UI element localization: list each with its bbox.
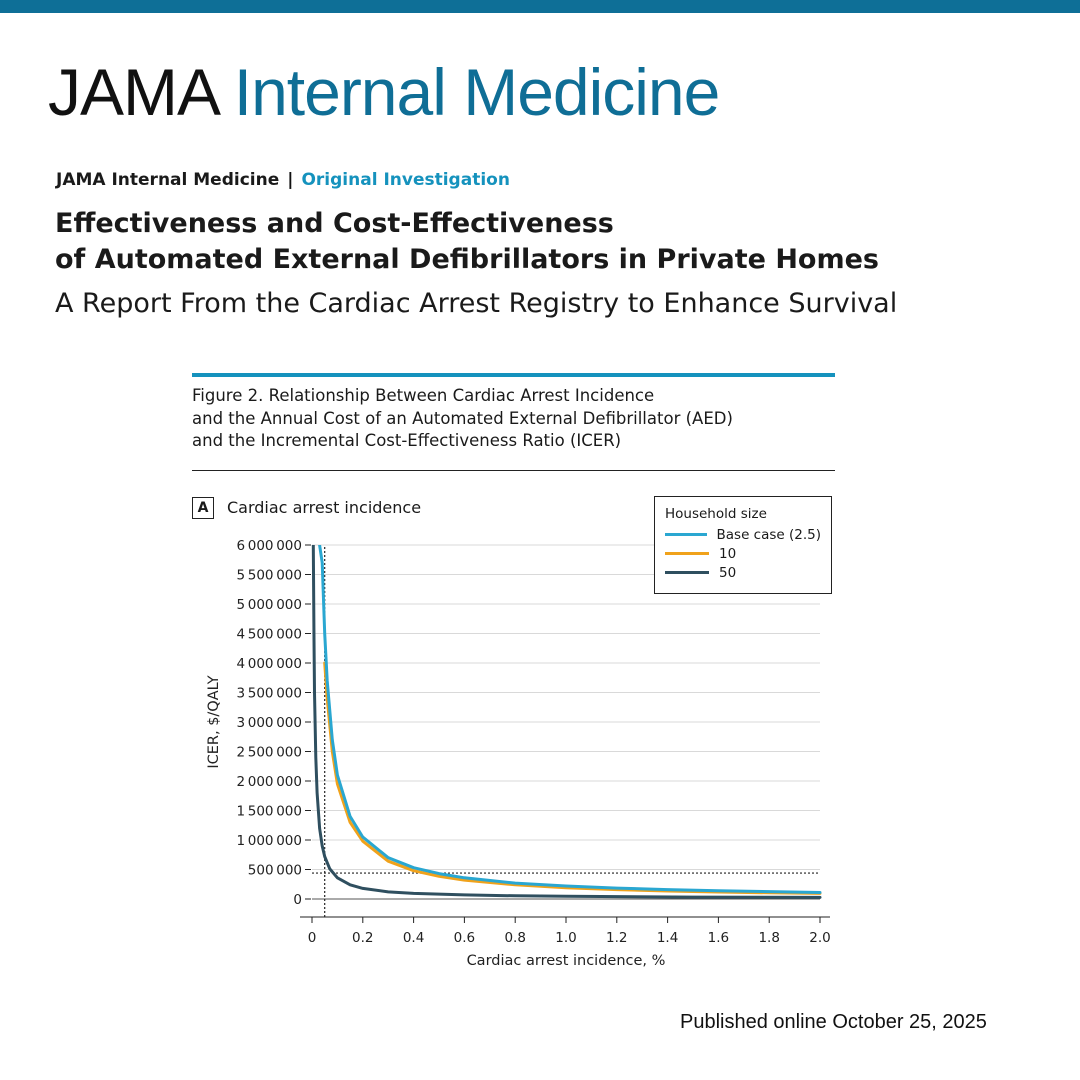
figure-caption-rule — [192, 470, 835, 471]
legend-label-base-case: Base case (2.5) — [716, 526, 822, 543]
x-tick-label-4: 0.8 — [504, 930, 525, 946]
x-tick-label-8: 1.6 — [708, 930, 729, 946]
y-tick-label-11: 5 500 000 — [236, 568, 302, 584]
y-tick-label-10: 5 000 000 — [236, 597, 302, 613]
chart-legend: Household size Base case (2.5) 10 50 — [654, 496, 832, 594]
published-date: Published online October 25, 2025 — [680, 1011, 987, 1033]
y-tick-label-3: 1 500 000 — [236, 804, 302, 820]
kicker-journal: JAMA Internal Medicine — [56, 170, 280, 190]
x-tick-label-7: 1.4 — [657, 930, 678, 946]
panel-letter: A — [192, 497, 214, 519]
y-axis-label: ICER, $/QALY — [206, 675, 222, 768]
legend-item-50: 50 — [665, 563, 821, 582]
y-tick-label-8: 4 000 000 — [236, 656, 302, 672]
x-tick-label-10: 2.0 — [809, 930, 830, 946]
series-line-50 — [311, 545, 822, 899]
legend-label-10: 10 — [719, 545, 737, 562]
legend-swatch-10 — [665, 552, 709, 555]
legend-swatch-50 — [665, 571, 709, 574]
top-brand-bar — [0, 0, 1080, 13]
y-tick-label-7: 3 500 000 — [236, 686, 302, 702]
figure-caption-line-3: and the Incremental Cost-Effectiveness R… — [192, 431, 622, 450]
article-title-line-1: Effectiveness and Cost-Effectiveness — [55, 208, 614, 239]
x-tick-label-0: 0 — [308, 930, 317, 946]
kicker-separator: | — [287, 170, 294, 190]
x-tick-label-1: 0.2 — [352, 930, 373, 946]
article-subtitle: A Report From the Cardiac Arrest Registr… — [55, 288, 898, 319]
article-title-line-2: of Automated External Defibrillators in … — [55, 244, 880, 275]
legend-item-10: 10 — [665, 544, 821, 563]
article-title: Effectiveness and Cost-Effectiveness of … — [55, 206, 879, 278]
x-tick-label-5: 1.0 — [555, 930, 576, 946]
figure-caption-line-1: Figure 2. Relationship Between Cardiac A… — [192, 386, 655, 405]
y-tick-label-6: 3 000 000 — [236, 715, 302, 731]
figure-top-rule — [192, 373, 835, 377]
journal-masthead: JAMA Internal Medicine — [48, 52, 721, 132]
y-tick-label-9: 4 500 000 — [236, 627, 302, 643]
x-axis-label: Cardiac arrest incidence, % — [467, 953, 666, 969]
legend-swatch-base-case — [665, 533, 707, 536]
y-tick-label-1: 500 000 — [248, 863, 302, 879]
figure-caption-line-2: and the Annual Cost of an Automated Exte… — [192, 408, 733, 428]
article-kicker: JAMA Internal Medicine | Original Investig… — [56, 170, 510, 190]
masthead-journal: Internal Medicine — [233, 55, 721, 129]
legend-item-base-case: Base case (2.5) — [665, 525, 821, 544]
y-tick-label-5: 2 500 000 — [236, 745, 302, 761]
panel-title: Cardiac arrest incidence — [227, 498, 422, 517]
x-tick-label-3: 0.6 — [454, 930, 475, 946]
legend-label-50: 50 — [719, 564, 737, 581]
masthead-jama: JAMA — [48, 55, 217, 129]
series-line-base-case — [318, 545, 822, 894]
x-tick-label-6: 1.2 — [606, 930, 627, 946]
x-tick-label-2: 0.4 — [403, 930, 424, 946]
y-tick-label-0: 0 — [293, 892, 302, 908]
series-line-10 — [323, 661, 822, 895]
kicker-category: Original Investigation — [301, 170, 510, 190]
y-tick-label-12: 6 000 000 — [236, 538, 302, 554]
y-tick-label-2: 1 000 000 — [236, 833, 302, 849]
icer-line-chart: 0 500 000 1 000 000 1 500 000 2 000 000 2 500… — [206, 538, 831, 969]
y-tick-label-4: 2 000 000 — [236, 774, 302, 790]
x-tick-label-9: 1.8 — [758, 930, 779, 946]
figure-caption: Figure 2. Relationship Between Cardiac A… — [192, 385, 835, 453]
legend-title: Household size — [665, 506, 767, 522]
